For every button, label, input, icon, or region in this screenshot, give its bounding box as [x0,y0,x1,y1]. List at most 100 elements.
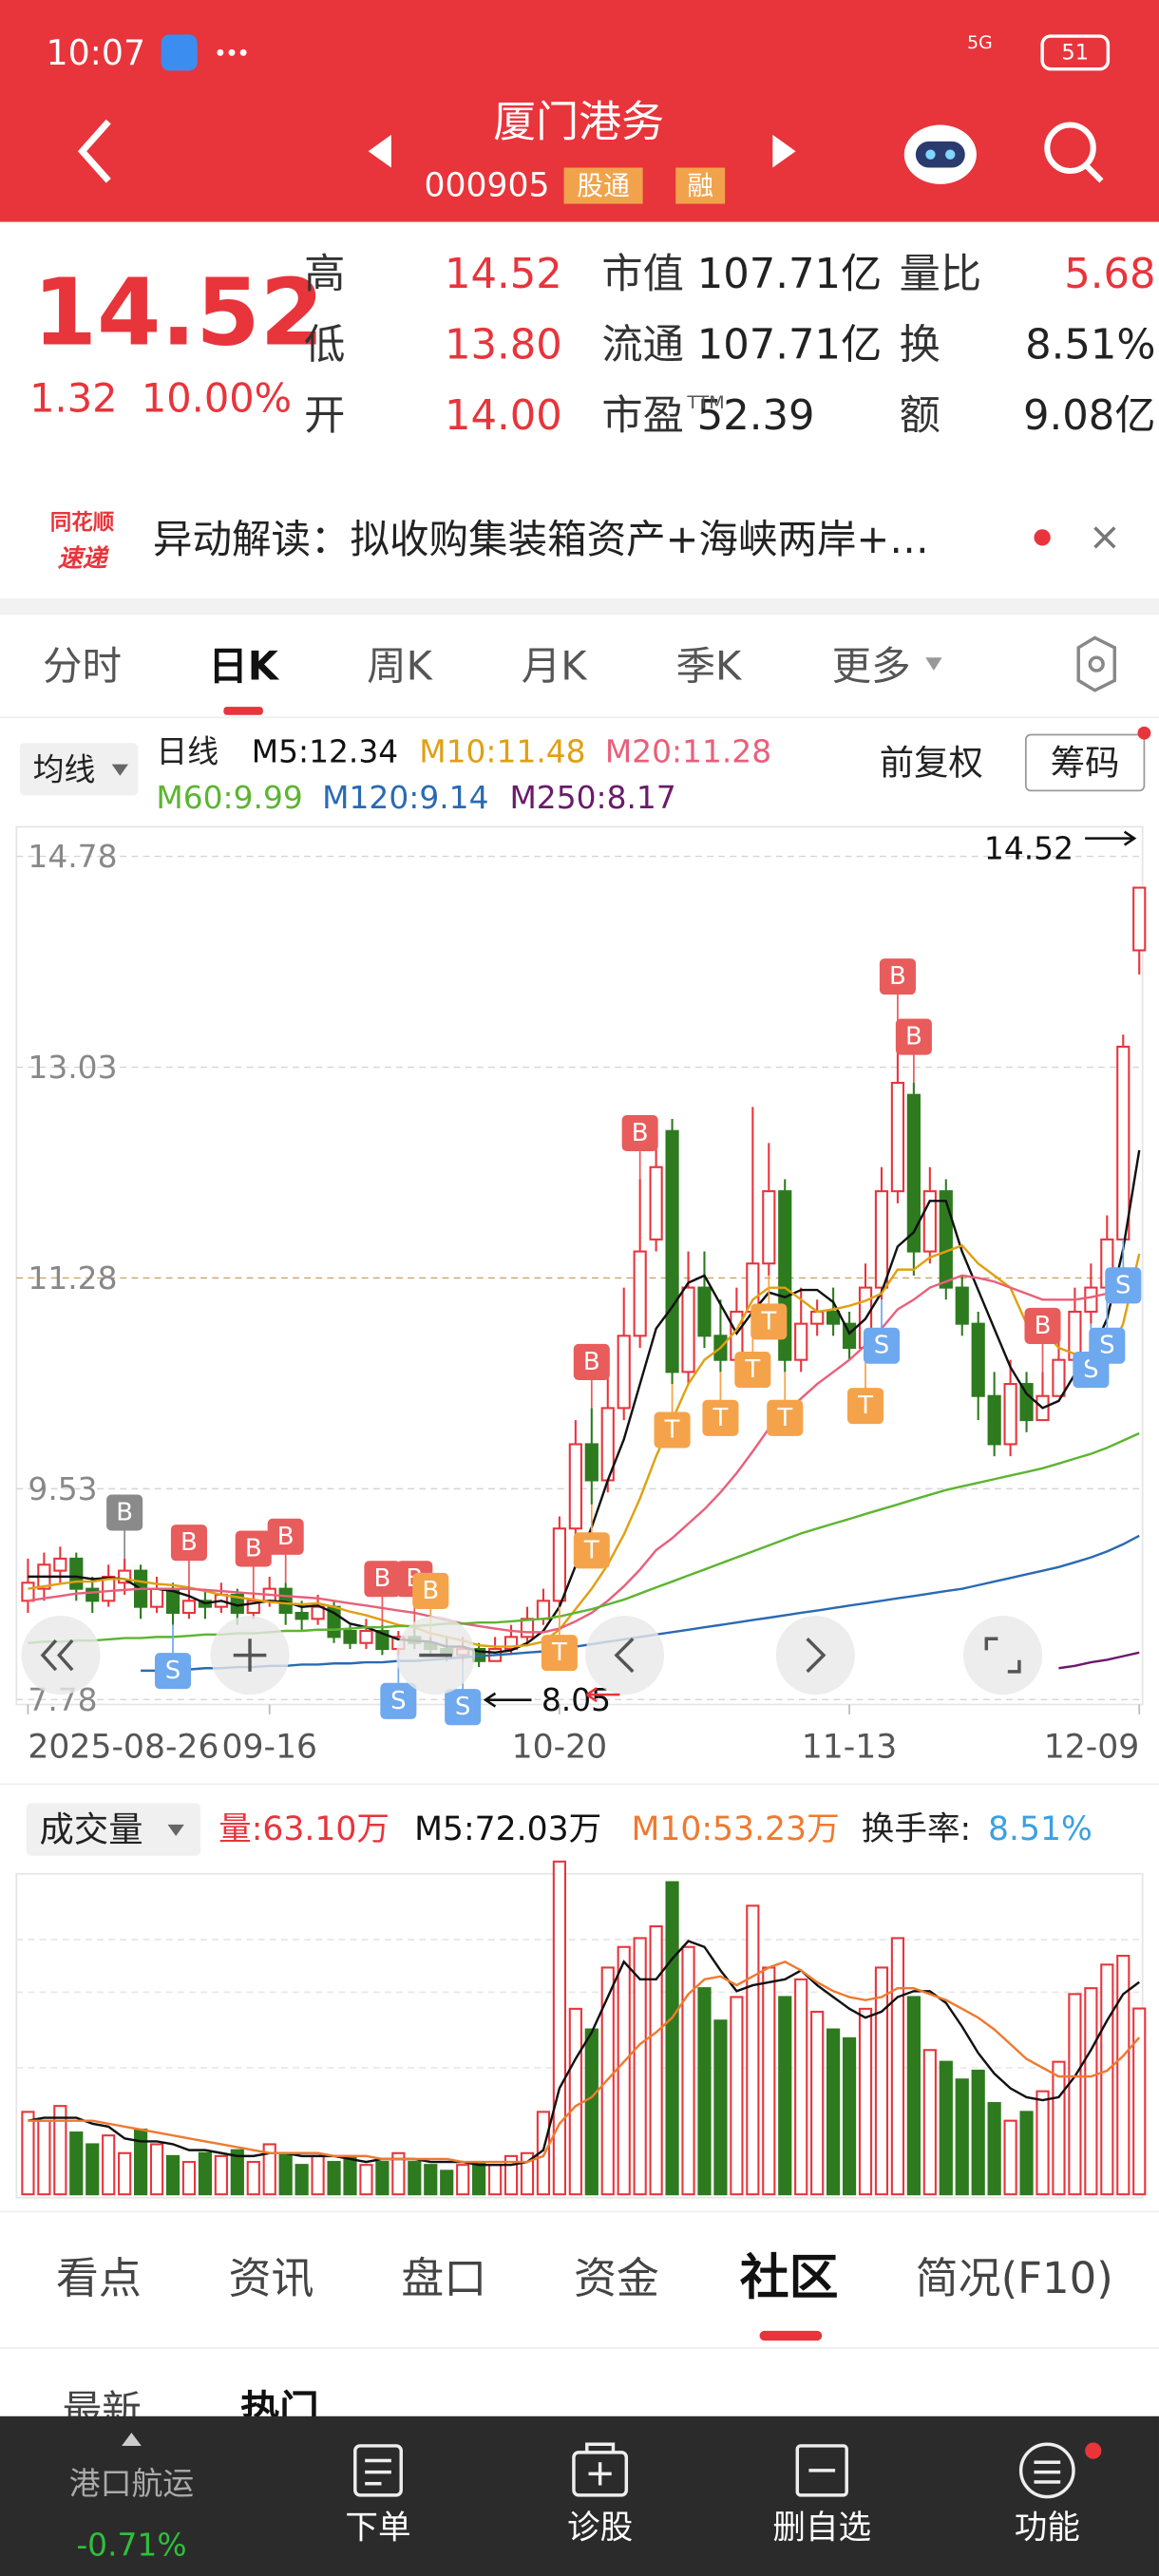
low-label: 8.05 [542,1681,611,1718]
nav-item[interactable]: 诊股 [567,2509,633,2547]
section-tab[interactable]: 资金 [574,2253,659,2303]
candle-body [149,1587,164,1608]
candle-body [955,1286,969,1325]
section-tab[interactable]: 资讯 [229,2253,314,2303]
low-arrow [483,1692,532,1708]
robot-icon[interactable] [903,124,977,184]
candle-body [294,1611,309,1620]
next-stock[interactable] [772,134,796,168]
period-tab[interactable]: 周K [367,642,434,689]
ma-selector[interactable] [19,743,139,796]
tab-indicator [223,707,263,715]
candle-body [584,1443,598,1482]
volume-bar [149,2143,164,2196]
signal-label: S [390,1687,406,1715]
settings-icon[interactable] [1076,635,1117,692]
volume-bar [552,1860,566,2196]
tab-indicator [759,2330,823,2341]
time: 10:07 [46,32,145,73]
stat-label: 额 [900,392,940,440]
badge-bg [675,167,726,204]
period-tab[interactable]: 季K [675,642,743,689]
search-icon[interactable] [1044,122,1104,183]
chips-button[interactable] [1024,733,1146,792]
volume-bar [278,2151,293,2196]
candle-body [697,1286,712,1337]
period-tab[interactable]: 更多 [832,642,911,689]
volume-bar [939,2060,953,2196]
battery [1040,34,1111,71]
section-tab[interactable]: 社区 [740,2249,839,2306]
signal-marker [573,1532,610,1569]
ma-legend: M20:11.28 [605,732,771,769]
period-tab[interactable]: 月K [522,642,589,689]
signal-label: B [583,1348,600,1376]
section-tab[interactable]: 简况(F10) [916,2253,1113,2303]
volume-bar [118,2151,132,2196]
volume-bar [440,2169,454,2196]
ma-line [1058,1651,1140,1670]
candle-body [649,1165,663,1241]
signal-label: S [165,1657,180,1685]
signal-marker [879,958,916,995]
settings-icon [1088,655,1105,672]
signal-label: B [632,1119,649,1147]
candle-body [86,1587,100,1602]
volume-bar [794,1978,808,2196]
fullscreen[interactable] [963,1616,1043,1695]
ma-legend: M60:9.99 [156,779,302,816]
volume-bar [246,2161,260,2196]
y-tick-label: 9.53 [28,1470,97,1507]
volume-bar [262,2143,276,2196]
volume-bar [1003,2119,1017,2196]
signal-label: B [889,962,906,991]
pan-right[interactable] [775,1616,855,1695]
section-tab[interactable]: 看点 [56,2253,142,2303]
adjust[interactable]: 前复权 [880,742,983,783]
volume-bar [1100,1963,1114,2196]
close-button[interactable] [1093,526,1116,549]
back-button[interactable] [77,119,111,183]
news-row[interactable] [0,480,1159,598]
y-tick-label: 13.03 [28,1049,117,1086]
stat-label: 量比 [900,251,982,298]
separator [0,1783,1159,1786]
volume-bar [359,2164,373,2196]
signal-marker [846,1388,884,1425]
section-tab[interactable]: 盘口 [401,2253,486,2303]
x-tick-label: 10-20 [512,1728,608,1766]
nav-item[interactable]: 功能 [1015,2509,1080,2547]
stat-value: 14.52 [445,251,562,298]
stat-value: 107.71亿 [697,321,883,369]
candle-body [181,1600,197,1615]
volume-selector[interactable] [26,1803,201,1856]
prev-stock[interactable] [368,134,391,168]
candle-body [1132,886,1147,952]
news-badge: 速递 [58,544,110,573]
nav-item[interactable]: 删自选 [772,2509,871,2547]
period-tab[interactable]: 分时 [43,642,122,689]
candle-body [826,1310,841,1325]
candle-body [1084,1286,1098,1313]
candle-body [552,1527,566,1602]
volume-bar [649,1925,663,2196]
x-tick-label: 2025-08-26 [28,1728,218,1766]
turnover: 8.51% [988,1810,1092,1848]
candle-body [987,1394,1001,1446]
signal-label: B [1035,1312,1052,1340]
pan-left[interactable] [585,1616,665,1695]
volume-bar [922,2049,937,2196]
period-tab[interactable]: 日K [208,642,280,689]
stat-label: 开 [304,392,345,440]
sector[interactable]: 港口航运 [69,2465,194,2502]
signal-marker [863,1327,901,1364]
signal-marker [654,1411,691,1449]
nav-item[interactable]: 下单 [345,2509,410,2547]
volume-bar [1036,2090,1050,2196]
candle-body [21,1582,35,1602]
signal-label: S [455,1693,470,1721]
signal-marker [267,1518,304,1555]
candle-body [102,1575,116,1602]
x-tick-label: 09-16 [221,1728,317,1766]
change-pct: 10.00% [142,374,292,421]
